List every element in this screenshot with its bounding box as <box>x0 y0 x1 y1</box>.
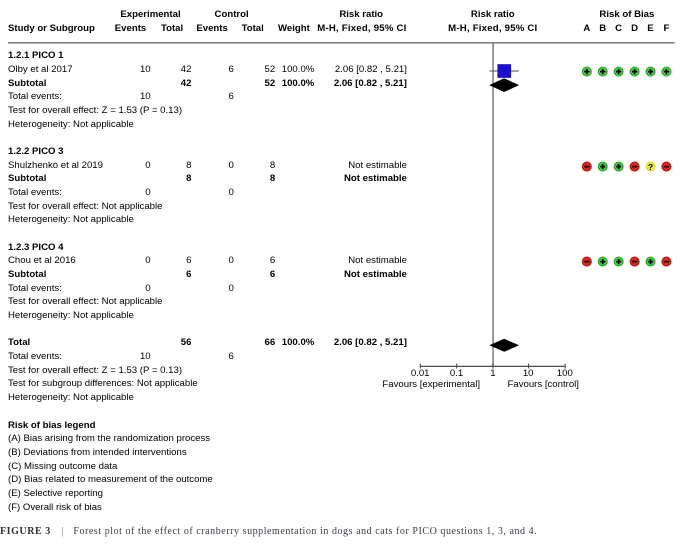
svg-text:?: ? <box>648 162 653 172</box>
